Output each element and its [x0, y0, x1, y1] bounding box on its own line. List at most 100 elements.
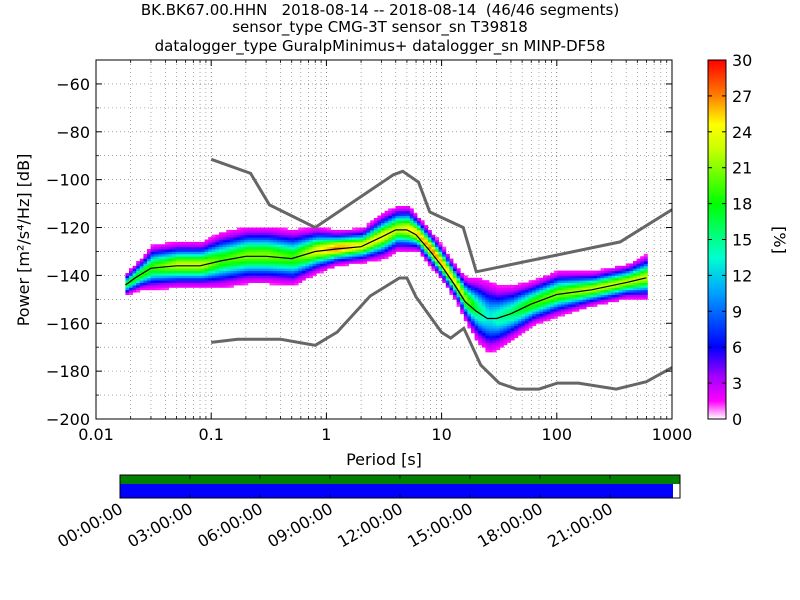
heatmap-cell: [312, 270, 317, 274]
heatmap-cell: [345, 239, 350, 243]
heatmap-cell: [503, 330, 508, 334]
heatmap-cell: [402, 222, 407, 226]
heatmap-cell: [147, 265, 152, 269]
heatmap-cell: [474, 332, 479, 336]
heatmap-cell: [589, 284, 594, 288]
heatmap-cell: [474, 337, 479, 341]
heatmap-cell: [489, 337, 494, 341]
heatmap-cell: [489, 328, 494, 331]
heatmap-cell: [197, 253, 202, 257]
heatmap-cell: [478, 294, 483, 298]
heatmap-cell: [247, 273, 252, 276]
heatmap-cell: [345, 241, 350, 245]
heatmap-cell: [402, 213, 407, 216]
heatmap-cell: [265, 251, 270, 255]
heatmap-cell: [388, 241, 393, 245]
heatmap-cell: [251, 280, 256, 283]
heatmap-cell: [179, 265, 184, 269]
heatmap-cell: [485, 284, 490, 288]
heatmap-cell: [643, 292, 648, 295]
heatmap-cell: [175, 258, 180, 262]
heatmap-cell: [406, 237, 411, 240]
heatmap-cell: [543, 299, 548, 303]
y-tick-label: −160: [46, 314, 90, 333]
heatmap-cell: [557, 308, 562, 312]
heatmap-cell: [535, 299, 540, 303]
heatmap-cell: [294, 237, 299, 240]
heatmap-cell: [355, 249, 360, 252]
heatmap-cell: [186, 244, 191, 248]
heatmap-cell: [471, 294, 476, 298]
heatmap-cell: [319, 253, 324, 257]
heatmap-cell: [427, 251, 432, 255]
heatmap-cell: [294, 265, 299, 269]
heatmap-cell: [492, 304, 497, 307]
heatmap-cell: [489, 311, 494, 315]
heatmap-cell: [420, 229, 425, 233]
heatmap-cell: [262, 253, 267, 257]
heatmap-cell: [420, 249, 425, 252]
heatmap-cell: [186, 253, 191, 257]
heatmap-cell: [193, 246, 198, 250]
heatmap-cell: [337, 244, 342, 248]
heatmap-cell: [589, 296, 594, 300]
heatmap-cell: [535, 296, 540, 300]
heatmap-cell: [643, 289, 648, 293]
heatmap-cell: [532, 289, 537, 293]
heatmap-cell: [478, 316, 483, 319]
heatmap-cell: [269, 237, 274, 240]
heatmap-cell: [352, 249, 357, 252]
heatmap-cell: [478, 318, 483, 322]
heatmap-cell: [251, 277, 256, 281]
heatmap-cell: [485, 282, 490, 286]
heatmap-cell: [143, 282, 148, 286]
heatmap-cell: [240, 244, 245, 248]
heatmap-cell: [388, 215, 393, 219]
heatmap-cell: [586, 304, 591, 307]
heatmap-cell: [280, 227, 285, 231]
heatmap-cell: [280, 270, 285, 274]
heatmap-cell: [478, 340, 483, 343]
heatmap-cell: [543, 313, 548, 317]
heatmap-cell: [280, 273, 285, 276]
heatmap-cell: [157, 249, 162, 252]
heatmap-cell: [359, 258, 364, 262]
heatmap-cell: [553, 296, 558, 300]
heatmap-cell: [269, 251, 274, 255]
heatmap-cell: [611, 277, 616, 281]
heatmap-cell: [593, 273, 598, 276]
heatmap-cell: [406, 220, 411, 224]
heatmap-cell: [474, 289, 479, 293]
heatmap-cell: [514, 328, 519, 331]
heatmap-cell: [643, 273, 648, 276]
heatmap-cell: [237, 263, 242, 267]
heatmap-cell: [424, 253, 429, 257]
heatmap-cell: [319, 263, 324, 267]
heatmap-cell: [388, 217, 393, 221]
heatmap-cell: [391, 213, 396, 216]
heatmap-cell: [330, 256, 335, 260]
heatmap-cell: [233, 258, 238, 262]
heatmap-cell: [312, 239, 317, 243]
heatmap-cell: [442, 280, 447, 283]
heatmap-cell: [402, 234, 407, 238]
heatmap-cell: [471, 280, 476, 283]
heatmap-cell: [604, 294, 609, 298]
heatmap-cell: [301, 246, 306, 250]
heatmap-cell: [503, 323, 508, 327]
heatmap-cell: [607, 277, 612, 281]
heatmap-cell: [561, 270, 566, 274]
heatmap-cell: [528, 292, 533, 295]
heatmap-cell: [568, 282, 573, 286]
heatmap-cell: [561, 308, 566, 312]
heatmap-cell: [226, 232, 231, 236]
heatmap-cell: [492, 311, 497, 315]
heatmap-cell: [226, 282, 231, 286]
heatmap-cell: [517, 294, 522, 298]
heatmap-cell: [147, 253, 152, 257]
heatmap-cell: [395, 249, 400, 252]
heatmap-cell: [517, 311, 522, 315]
heatmap-cell: [607, 299, 612, 303]
heatmap-cell: [168, 265, 173, 269]
